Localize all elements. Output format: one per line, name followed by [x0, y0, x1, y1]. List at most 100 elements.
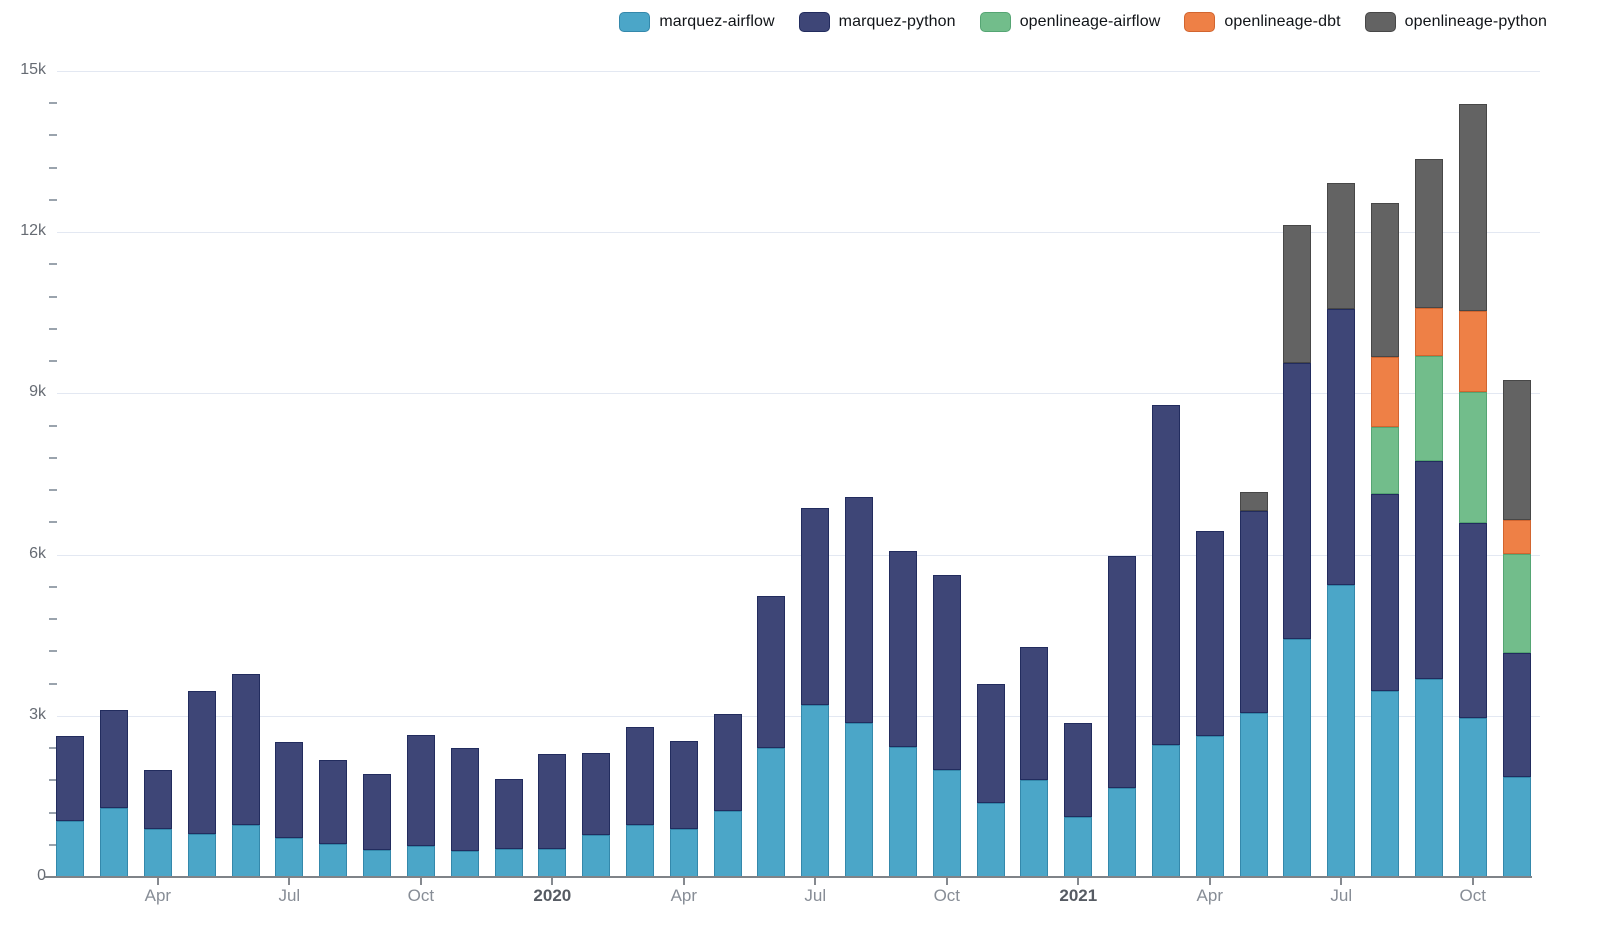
bar-segment-marquez-airflow[interactable]: [143, 829, 172, 877]
bar-apr-2019[interactable]: [143, 770, 172, 877]
bar-segment-marquez-airflow[interactable]: [1458, 718, 1487, 877]
bar-segment-marquez-python[interactable]: [56, 736, 85, 821]
bar-apr-2020[interactable]: [669, 741, 698, 877]
bar-segment-marquez-airflow[interactable]: [1064, 817, 1093, 877]
bar-segment-marquez-airflow[interactable]: [56, 821, 85, 877]
bar-mar-2020[interactable]: [625, 727, 654, 877]
bar-segment-marquez-airflow[interactable]: [845, 723, 874, 877]
bar-segment-openlineage-python[interactable]: [1502, 380, 1531, 520]
bar-segment-marquez-python[interactable]: [801, 508, 830, 705]
bar-segment-marquez-python[interactable]: [625, 727, 654, 825]
bar-segment-marquez-airflow[interactable]: [1502, 777, 1531, 877]
bar-segment-marquez-airflow[interactable]: [1108, 788, 1137, 877]
bar-jan-2020[interactable]: [538, 754, 567, 877]
bar-segment-marquez-python[interactable]: [538, 754, 567, 849]
bar-sep-2020[interactable]: [888, 551, 917, 877]
bar-segment-marquez-airflow[interactable]: [1239, 713, 1268, 877]
bar-segment-openlineage-python[interactable]: [1458, 104, 1487, 311]
bar-segment-marquez-airflow[interactable]: [319, 844, 348, 877]
bar-segment-marquez-airflow[interactable]: [582, 835, 611, 877]
bar-segment-marquez-python[interactable]: [406, 735, 435, 846]
bar-apr-2021[interactable]: [1195, 531, 1224, 877]
bar-segment-marquez-airflow[interactable]: [363, 850, 391, 877]
bar-segment-openlineage-dbt[interactable]: [1458, 311, 1487, 392]
legend-item-openlineage-python[interactable]: openlineage-python: [1364, 12, 1547, 32]
bar-jul-2019[interactable]: [275, 742, 304, 877]
bar-segment-marquez-airflow[interactable]: [669, 829, 698, 877]
legend-item-openlineage-airflow[interactable]: openlineage-airflow: [979, 12, 1161, 32]
bar-segment-marquez-airflow[interactable]: [1195, 736, 1224, 877]
bar-segment-marquez-airflow[interactable]: [801, 705, 830, 877]
bar-segment-marquez-python[interactable]: [1195, 531, 1224, 736]
bar-may-2020[interactable]: [713, 714, 742, 877]
bar-segment-marquez-python[interactable]: [1020, 647, 1049, 780]
bar-segment-marquez-python[interactable]: [1283, 363, 1312, 639]
bar-segment-openlineage-dbt[interactable]: [1414, 308, 1443, 356]
bar-oct-2019[interactable]: [406, 735, 435, 877]
bar-dec-2020[interactable]: [1020, 647, 1049, 877]
bar-segment-marquez-python[interactable]: [1239, 511, 1268, 713]
bar-segment-openlineage-python[interactable]: [1414, 159, 1443, 308]
bar-segment-marquez-airflow[interactable]: [187, 834, 216, 877]
bar-segment-openlineage-airflow[interactable]: [1502, 554, 1531, 653]
bar-jul-2021[interactable]: [1327, 183, 1356, 877]
bar-segment-marquez-airflow[interactable]: [1020, 780, 1049, 877]
bar-segment-marquez-python[interactable]: [187, 691, 216, 834]
bar-segment-marquez-airflow[interactable]: [757, 748, 786, 877]
bar-segment-marquez-python[interactable]: [450, 748, 479, 851]
bar-nov-2019[interactable]: [450, 748, 479, 877]
bar-segment-marquez-python[interactable]: [757, 596, 786, 748]
bar-segment-marquez-python[interactable]: [100, 710, 129, 808]
bar-feb-2021[interactable]: [1108, 556, 1137, 877]
bar-aug-2019[interactable]: [319, 760, 348, 877]
bar-jul-2020[interactable]: [801, 508, 830, 877]
bar-segment-marquez-airflow[interactable]: [888, 747, 917, 877]
bar-may-2021[interactable]: [1239, 492, 1268, 877]
bar-segment-marquez-airflow[interactable]: [976, 803, 1005, 877]
bar-segment-marquez-python[interactable]: [1458, 523, 1487, 718]
bar-segment-marquez-python[interactable]: [319, 760, 348, 844]
bar-segment-marquez-python[interactable]: [1327, 309, 1356, 585]
bar-segment-openlineage-airflow[interactable]: [1458, 392, 1487, 523]
legend-item-marquez-python[interactable]: marquez-python: [798, 12, 956, 32]
bar-segment-marquez-python[interactable]: [1414, 461, 1443, 679]
bar-segment-marquez-python[interactable]: [1151, 405, 1180, 745]
bar-nov-2020[interactable]: [976, 684, 1005, 877]
bar-segment-marquez-python[interactable]: [1371, 494, 1400, 691]
bar-segment-marquez-airflow[interactable]: [450, 851, 479, 877]
bar-segment-marquez-airflow[interactable]: [932, 770, 961, 877]
bar-segment-marquez-airflow[interactable]: [100, 808, 129, 877]
bar-jun-2019[interactable]: [231, 674, 260, 877]
bar-segment-marquez-python[interactable]: [932, 575, 961, 770]
bar-segment-marquez-python[interactable]: [713, 714, 742, 811]
bar-segment-marquez-python[interactable]: [494, 779, 523, 849]
bar-segment-openlineage-airflow[interactable]: [1414, 356, 1443, 461]
bar-mar-2019[interactable]: [100, 710, 129, 877]
bar-segment-marquez-python[interactable]: [669, 741, 698, 829]
bar-segment-openlineage-airflow[interactable]: [1371, 427, 1400, 494]
bar-segment-marquez-airflow[interactable]: [1283, 639, 1312, 877]
bar-segment-marquez-python[interactable]: [231, 674, 260, 825]
bar-segment-openlineage-python[interactable]: [1327, 183, 1356, 309]
bar-segment-marquez-python[interactable]: [275, 742, 304, 838]
bar-segment-marquez-airflow[interactable]: [275, 838, 304, 877]
bar-sep-2019[interactable]: [363, 774, 391, 877]
bar-segment-openlineage-dbt[interactable]: [1371, 357, 1400, 427]
bar-segment-marquez-airflow[interactable]: [1151, 745, 1180, 877]
bar-segment-openlineage-python[interactable]: [1239, 492, 1268, 511]
bar-jun-2020[interactable]: [757, 596, 786, 877]
bar-segment-marquez-python[interactable]: [845, 497, 874, 723]
bar-segment-marquez-python[interactable]: [143, 770, 172, 829]
bar-dec-2019[interactable]: [494, 779, 523, 877]
bar-aug-2020[interactable]: [845, 497, 874, 877]
bar-segment-marquez-python[interactable]: [1108, 556, 1137, 788]
bar-segment-openlineage-dbt[interactable]: [1502, 520, 1531, 554]
bar-segment-marquez-airflow[interactable]: [494, 849, 523, 877]
bar-segment-marquez-airflow[interactable]: [1414, 679, 1443, 877]
bar-segment-marquez-python[interactable]: [1502, 653, 1531, 777]
bar-segment-marquez-airflow[interactable]: [1371, 691, 1400, 877]
legend-item-openlineage-dbt[interactable]: openlineage-dbt: [1184, 12, 1341, 32]
bar-oct-2020[interactable]: [932, 575, 961, 877]
bar-feb-2020[interactable]: [582, 753, 611, 877]
bar-segment-openlineage-python[interactable]: [1371, 203, 1400, 357]
